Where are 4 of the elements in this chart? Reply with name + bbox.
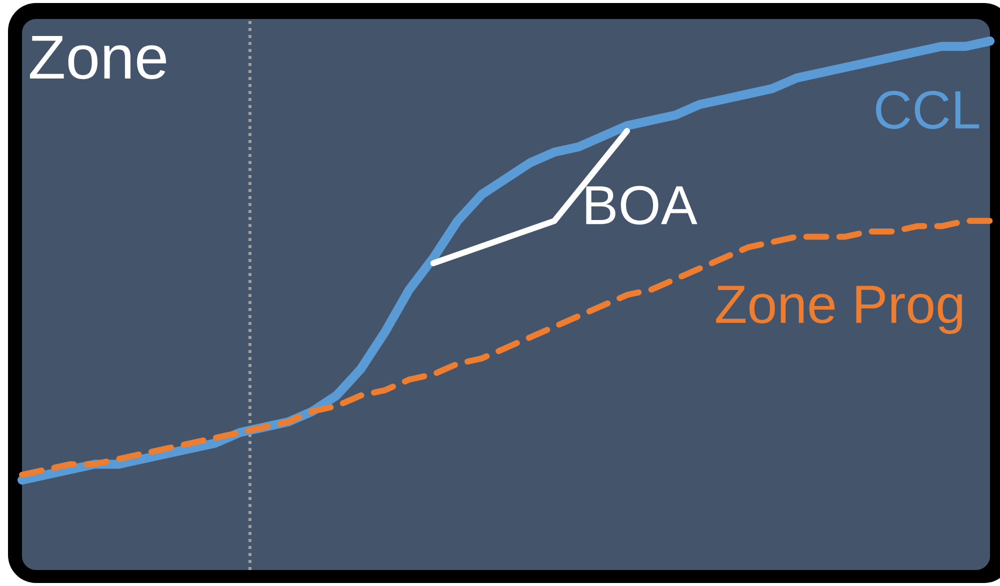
series-label: Zone Prog	[716, 286, 962, 334]
chart-title: Zone	[30, 36, 166, 80]
series-label: CCL	[876, 90, 980, 129]
series-label: BOA	[586, 186, 698, 225]
